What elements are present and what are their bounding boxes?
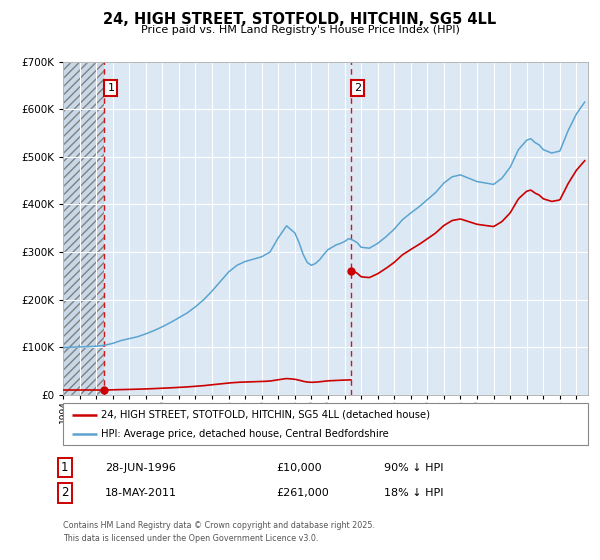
- Text: 18-MAY-2011: 18-MAY-2011: [105, 488, 177, 498]
- Text: £10,000: £10,000: [276, 463, 322, 473]
- Text: Contains HM Land Registry data © Crown copyright and database right 2025.
This d: Contains HM Land Registry data © Crown c…: [63, 521, 375, 543]
- Text: 2: 2: [61, 486, 68, 500]
- Text: Price paid vs. HM Land Registry's House Price Index (HPI): Price paid vs. HM Land Registry's House …: [140, 25, 460, 35]
- Text: 18% ↓ HPI: 18% ↓ HPI: [384, 488, 443, 498]
- Bar: [63, 62, 104, 395]
- Text: 24, HIGH STREET, STOTFOLD, HITCHIN, SG5 4LL (detached house): 24, HIGH STREET, STOTFOLD, HITCHIN, SG5 …: [101, 409, 430, 419]
- Text: 1: 1: [107, 83, 115, 93]
- Text: 28-JUN-1996: 28-JUN-1996: [105, 463, 176, 473]
- Text: 2: 2: [354, 83, 361, 93]
- Text: 24, HIGH STREET, STOTFOLD, HITCHIN, SG5 4LL: 24, HIGH STREET, STOTFOLD, HITCHIN, SG5 …: [103, 12, 497, 27]
- Text: 1: 1: [61, 461, 68, 474]
- Text: HPI: Average price, detached house, Central Bedfordshire: HPI: Average price, detached house, Cent…: [101, 429, 389, 439]
- Text: 90% ↓ HPI: 90% ↓ HPI: [384, 463, 443, 473]
- Text: £261,000: £261,000: [276, 488, 329, 498]
